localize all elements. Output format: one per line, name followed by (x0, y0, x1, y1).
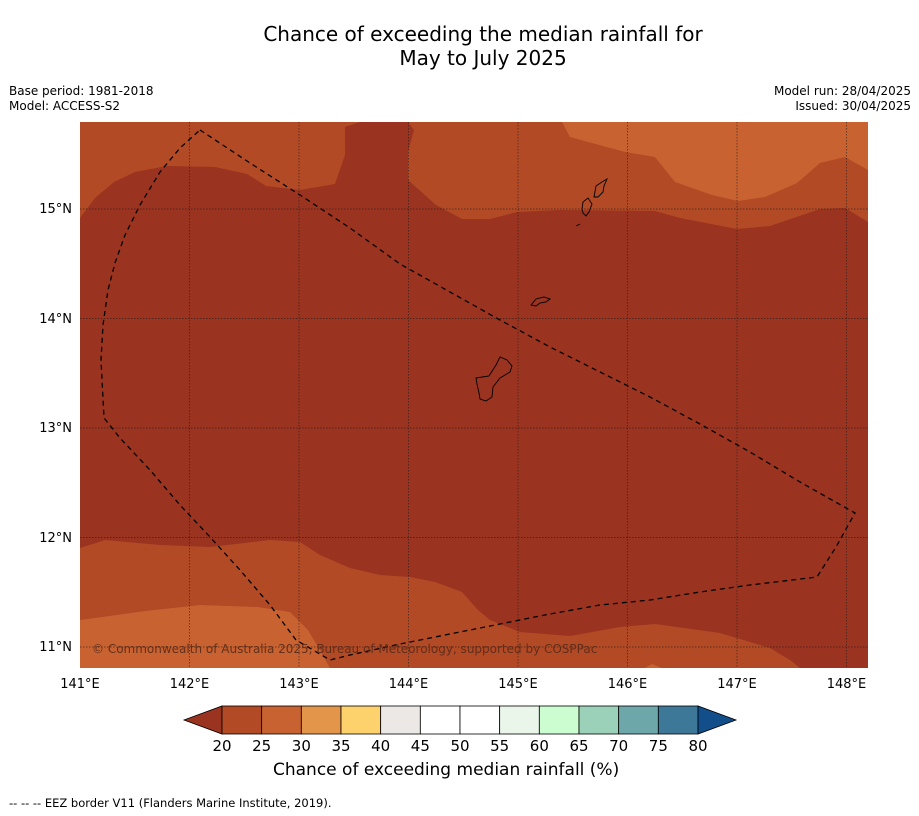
colorbar-bin (300, 705, 342, 735)
colorbar-tick-label: 55 (490, 737, 509, 755)
meta-left: Base period: 1981-2018 Model: ACCESS-S2 (9, 84, 154, 114)
colorbar-bin (419, 705, 461, 735)
colorbar-bin (499, 705, 540, 735)
lon-label-144: 144°E (389, 677, 429, 692)
colorbar-low-extend (182, 705, 223, 735)
island-rota (530, 296, 551, 307)
colorbar-bin (578, 705, 620, 735)
eez-legend-text: -- -- -- EEZ border V11 (Flanders Marine… (9, 796, 332, 810)
lon-label-143: 143°E (279, 677, 319, 692)
lat-label-13: 13°N (39, 421, 72, 436)
lat-labels: 15°N 14°N 13°N 12°N 11°N (39, 202, 72, 655)
colorbar-bin (657, 705, 699, 735)
colorbar: 20 25 30 35 40 45 50 55 60 65 70 75 80 (182, 705, 738, 755)
meta-right: Model run: 28/04/2025 Issued: 30/04/2025 (774, 84, 911, 114)
colorbar-tick-label: 45 (411, 737, 430, 755)
region-25-30-south-west (80, 540, 800, 668)
island-aguijan (575, 223, 581, 227)
colorbar-high-extend (697, 705, 738, 735)
colorbar-title: Chance of exceeding median rainfall (%) (273, 760, 620, 780)
base-period: Base period: 1981-2018 (9, 84, 154, 98)
islands (475, 177, 608, 402)
island-guam (475, 356, 513, 402)
lat-label-12: 12°N (39, 531, 72, 546)
colorbar-bin (380, 705, 421, 735)
colorbar-tick-label: 20 (212, 737, 231, 755)
lon-label-148: 148°E (827, 677, 867, 692)
lat-label-11: 11°N (39, 640, 72, 655)
island-saipan (593, 177, 608, 198)
colorbar-tick-label: 60 (530, 737, 549, 755)
lat-label-14: 14°N (39, 312, 72, 327)
title-line-2: May to July 2025 (399, 46, 567, 70)
colorbar-bin (618, 705, 659, 735)
copyright-text: © Commonwealth of Australia 2025, Bureau… (92, 642, 597, 656)
colorbar-tick-label: 65 (569, 737, 588, 755)
colorbar-bin (221, 705, 263, 735)
colorbar-bin (340, 705, 382, 735)
colorbar-tick-label: 50 (450, 737, 469, 755)
region-20-25-main (80, 122, 868, 668)
lon-labels: 141°E 142°E 143°E 144°E 145°E 146°E 147°… (60, 677, 866, 692)
lon-label-142: 142°E (170, 677, 210, 692)
colorbar-bins (221, 705, 699, 735)
lon-label-145: 145°E (498, 677, 538, 692)
model-name: Model: ACCESS-S2 (9, 99, 121, 113)
model-run: Model run: 28/04/2025 (773, 84, 911, 98)
chart-title: Chance of exceeding the median rainfall … (0, 22, 919, 70)
region-30-35-south-west (80, 605, 330, 668)
colorbar-tick-labels: 20 25 30 35 40 45 50 55 60 65 70 75 80 (212, 737, 707, 755)
colorbar-bin (459, 705, 501, 735)
graticule (80, 122, 868, 668)
colorbar-tick-label: 25 (252, 737, 271, 755)
colorbar-tick-label: 70 (609, 737, 628, 755)
lon-label-141: 141°E (60, 677, 100, 692)
rainfall-map (80, 122, 868, 668)
lon-label-146: 146°E (608, 677, 648, 692)
colorbar-tick-label: 35 (331, 737, 350, 755)
colorbar-bin (261, 705, 302, 735)
region-30-35-south-patch (645, 664, 662, 668)
lat-label-15: 15°N (39, 202, 72, 217)
island-tinian (581, 197, 593, 217)
lon-label-147: 147°E (717, 677, 757, 692)
colorbar-tick-label: 30 (292, 737, 311, 755)
colorbar-tick-label: 75 (649, 737, 668, 755)
colorbar-tick-label: 40 (371, 737, 390, 755)
colorbar-bin (538, 705, 580, 735)
issued-date: Issued: 30/04/2025 (795, 99, 911, 113)
region-30-35-north-east (562, 122, 868, 201)
title-line-1: Chance of exceeding the median rainfall … (263, 22, 703, 46)
eez-border (100, 129, 856, 661)
colorbar-tick-label: 80 (688, 737, 707, 755)
